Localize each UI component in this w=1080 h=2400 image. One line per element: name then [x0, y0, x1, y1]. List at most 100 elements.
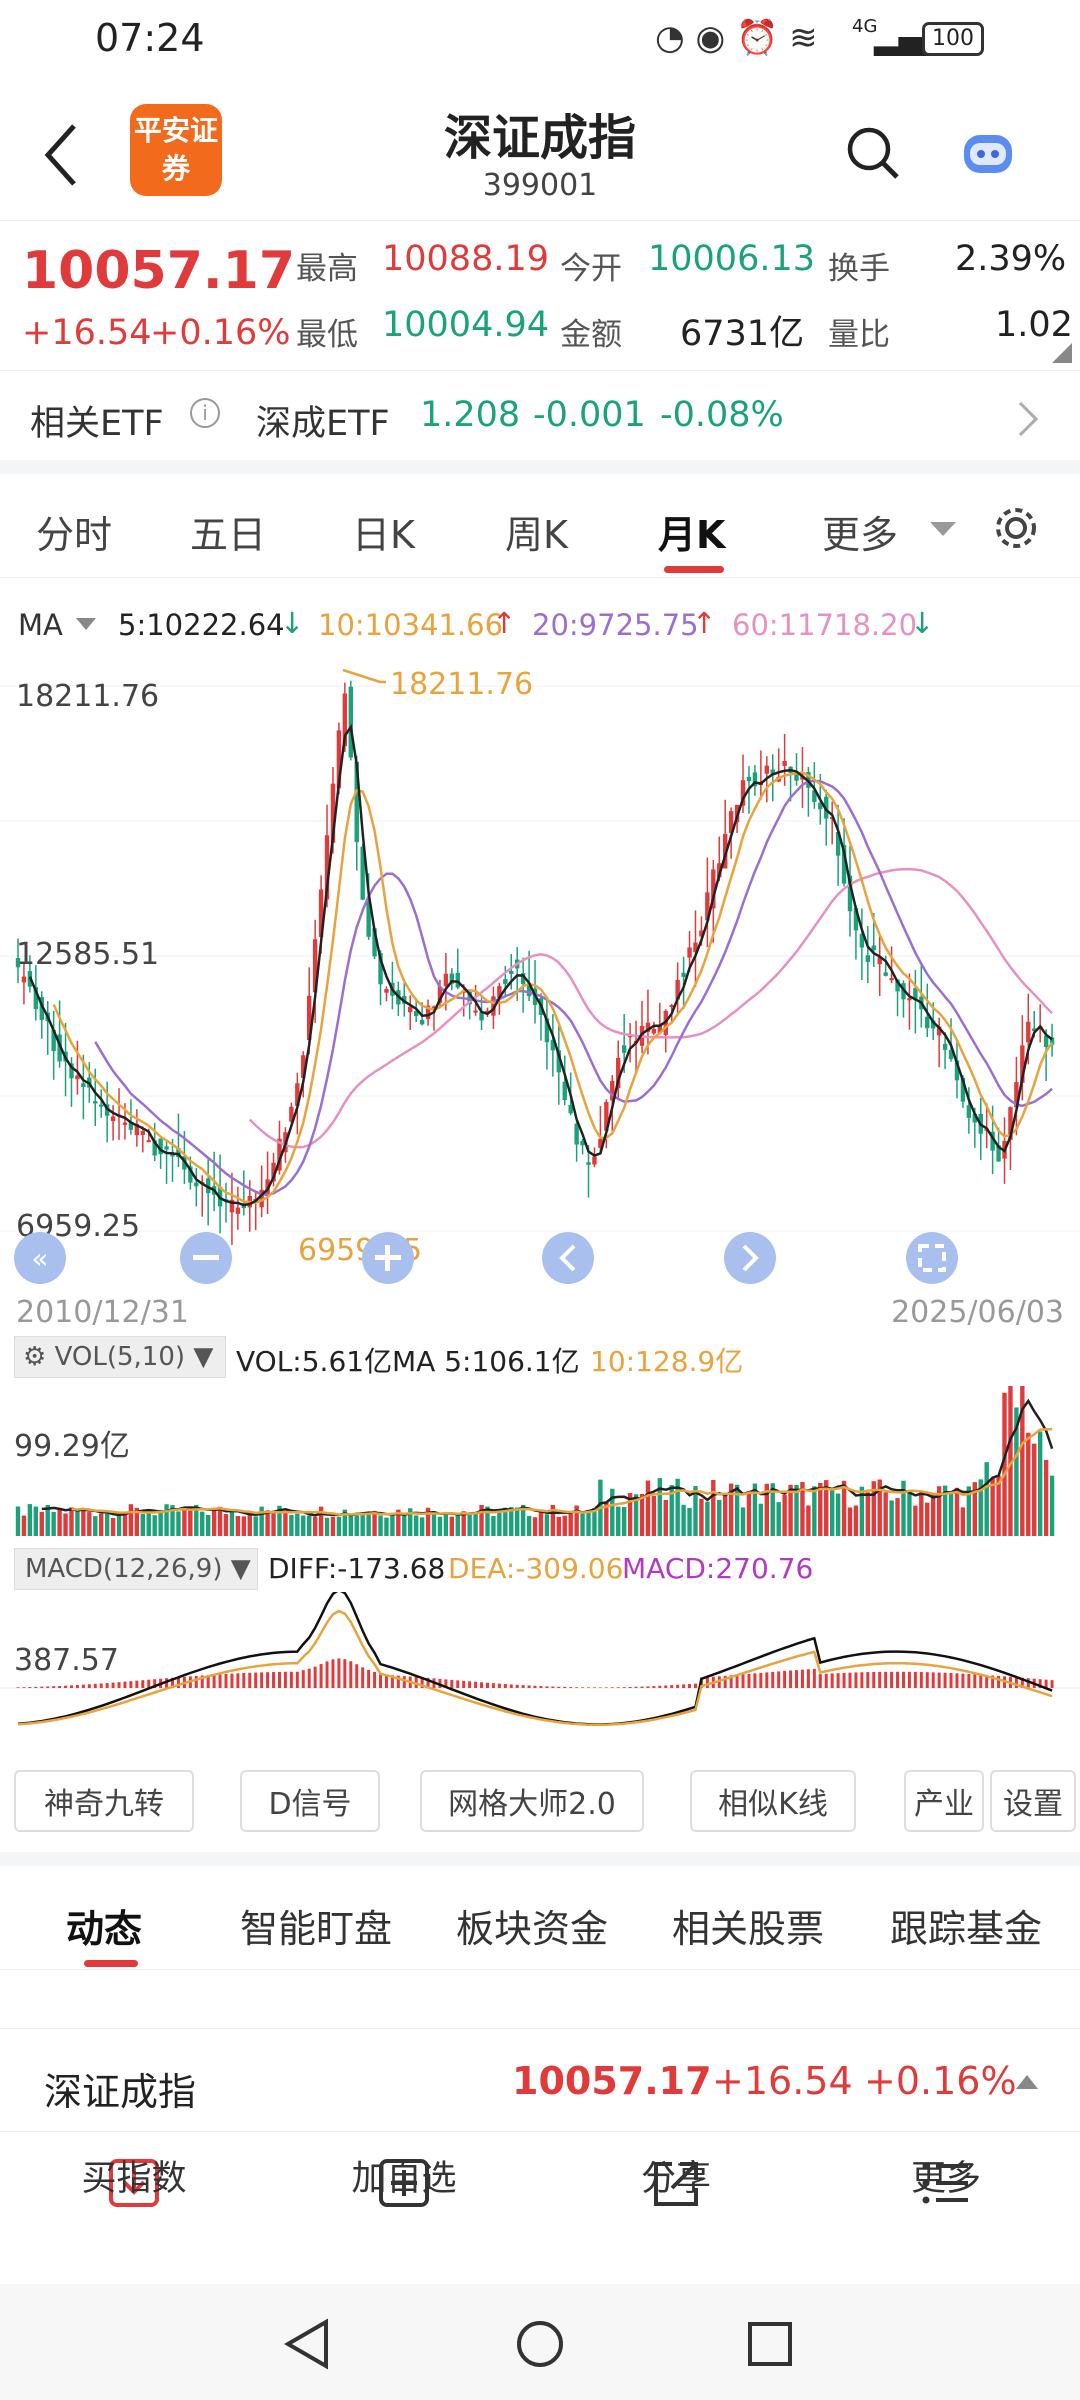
volume-bar: [164, 1504, 169, 1536]
volume-bar: [336, 1516, 342, 1536]
add-watchlist-icon[interactable]: [378, 2158, 430, 2208]
candle-body: [437, 986, 443, 1003]
buy-icon[interactable]: [108, 2158, 160, 2208]
more-label[interactable]: 更多: [910, 2159, 981, 2199]
macd-bar: [444, 1679, 448, 1688]
volume-bar: [1008, 1386, 1013, 1536]
back-icon[interactable]: [40, 120, 80, 190]
related-etf-bar[interactable]: 相关ETF i 深成ETF 1.208 -0.001 -0.08%: [0, 370, 1080, 460]
settings-button[interactable]: 设置: [990, 1770, 1076, 1832]
dropdown-arrow-icon[interactable]: [930, 522, 956, 538]
candle-body: [152, 1140, 157, 1156]
tab-related-stocks[interactable]: 相关股票: [672, 1907, 825, 1951]
kline-chart[interactable]: 18211.76 12585.51 6959.25 18211.76 6959.…: [0, 656, 1080, 1326]
candle-body: [699, 930, 704, 937]
share-label[interactable]: 分享: [640, 2159, 711, 2199]
volume-bar: [723, 1495, 728, 1536]
summary-price: 10057.17: [512, 2059, 712, 2103]
volume-bar: [895, 1498, 900, 1536]
nav-back-icon[interactable]: [282, 2318, 330, 2370]
candle-body: [990, 1131, 995, 1151]
macd-bar: [349, 1661, 353, 1688]
volume-bar: [419, 1517, 425, 1536]
nav-home-icon[interactable]: [514, 2318, 566, 2370]
volume-bar: [532, 1517, 538, 1536]
chevron-right-icon[interactable]: [1016, 399, 1040, 439]
info-icon[interactable]: i: [190, 398, 220, 428]
magic-nine-button[interactable]: 神奇九转: [14, 1770, 194, 1832]
volume-bar: [693, 1486, 698, 1536]
scroll-left-button[interactable]: [542, 1232, 594, 1284]
more-menu-icon[interactable]: [920, 2158, 972, 2208]
tab-five-day[interactable]: 五日: [190, 513, 267, 557]
caret-up-icon[interactable]: [1016, 2075, 1038, 2089]
volume-bar: [170, 1505, 175, 1536]
macd-bar: [307, 1668, 311, 1688]
similar-kline-button[interactable]: 相似K线: [690, 1770, 856, 1832]
tab-smart-watch[interactable]: 智能盯盘: [240, 1907, 393, 1951]
tab-weekly-k[interactable]: 周K: [505, 513, 568, 557]
macd-bar: [450, 1679, 454, 1688]
tab-sector-funds[interactable]: 板块资金: [456, 1907, 609, 1951]
tab-tracking-funds[interactable]: 跟踪基金: [890, 1907, 1043, 1951]
d-signal-button[interactable]: D信号: [240, 1770, 380, 1832]
nav-recents-icon[interactable]: [746, 2320, 794, 2368]
page-title: 深证成指: [443, 110, 636, 166]
candle-body: [378, 953, 383, 985]
volume-bar: [194, 1504, 199, 1536]
macd-bar: [87, 1684, 91, 1688]
grid-master-button[interactable]: 网格大师2.0: [420, 1770, 644, 1832]
fullscreen-button[interactable]: [906, 1232, 958, 1284]
volume-bar: [1037, 1431, 1043, 1536]
volume-bar: [954, 1487, 960, 1536]
robot-assistant-icon[interactable]: [958, 125, 1018, 181]
tab-daily-k[interactable]: 日K: [352, 513, 415, 557]
tab-monthly-k[interactable]: 月K: [658, 513, 726, 557]
volume-ratio-label: 量比: [828, 317, 890, 353]
macd-bar: [753, 1673, 757, 1688]
macd-indicator-selector[interactable]: MACD(12,26,9) ▼: [14, 1548, 258, 1590]
volume-bar: [324, 1517, 330, 1536]
summary-bar[interactable]: 深证成指 10057.17 +16.54 +0.16%: [0, 2028, 1080, 2132]
macd-bar: [818, 1674, 822, 1688]
volume-bar: [15, 1506, 21, 1536]
macd-bar: [717, 1676, 721, 1688]
buy-index-label[interactable]: 买指数: [81, 2159, 187, 2199]
volume-bar: [942, 1485, 948, 1536]
tab-intraday[interactable]: 分时: [36, 513, 113, 557]
volume-bar: [312, 1516, 318, 1536]
ma-label[interactable]: MA: [18, 608, 63, 642]
down-arrow-icon: ↓: [910, 606, 935, 640]
candle-body: [366, 901, 371, 937]
scroll-right-button[interactable]: [724, 1232, 776, 1284]
volume-bar: [705, 1501, 710, 1536]
gear-icon[interactable]: [992, 504, 1040, 552]
candle-body: [509, 970, 514, 974]
macd-bar: [515, 1684, 519, 1688]
tab-more[interactable]: 更多: [822, 513, 899, 557]
search-icon[interactable]: [845, 125, 901, 181]
macd-bar: [919, 1672, 923, 1688]
add-watchlist-label[interactable]: 加自选: [351, 2159, 457, 2199]
ma-dropdown-icon[interactable]: [76, 618, 96, 632]
volume-bar: [556, 1516, 561, 1536]
share-icon[interactable]: [650, 2158, 702, 2208]
volume-bar: [396, 1509, 401, 1536]
tab-dynamics[interactable]: 动态: [66, 1907, 143, 1951]
macd-bar: [224, 1673, 228, 1688]
candle-body: [942, 1043, 948, 1050]
corner-expand-icon[interactable]: [1052, 343, 1072, 363]
macd-bar: [777, 1671, 781, 1688]
macd-bar: [658, 1685, 662, 1688]
volume-bar: [176, 1511, 181, 1536]
scroll-start-button[interactable]: [14, 1232, 66, 1284]
vol-indicator-selector[interactable]: ⚙ VOL(5,10) ▼: [14, 1336, 226, 1378]
volume-bar: [580, 1513, 585, 1536]
volume-bar: [687, 1507, 692, 1536]
volume-bar: [289, 1514, 294, 1536]
macd-bar: [604, 1687, 608, 1688]
candle-body: [271, 1162, 276, 1182]
macd-bar: [622, 1687, 626, 1688]
industry-button[interactable]: 产业: [904, 1770, 984, 1832]
volume-bar: [841, 1480, 847, 1536]
